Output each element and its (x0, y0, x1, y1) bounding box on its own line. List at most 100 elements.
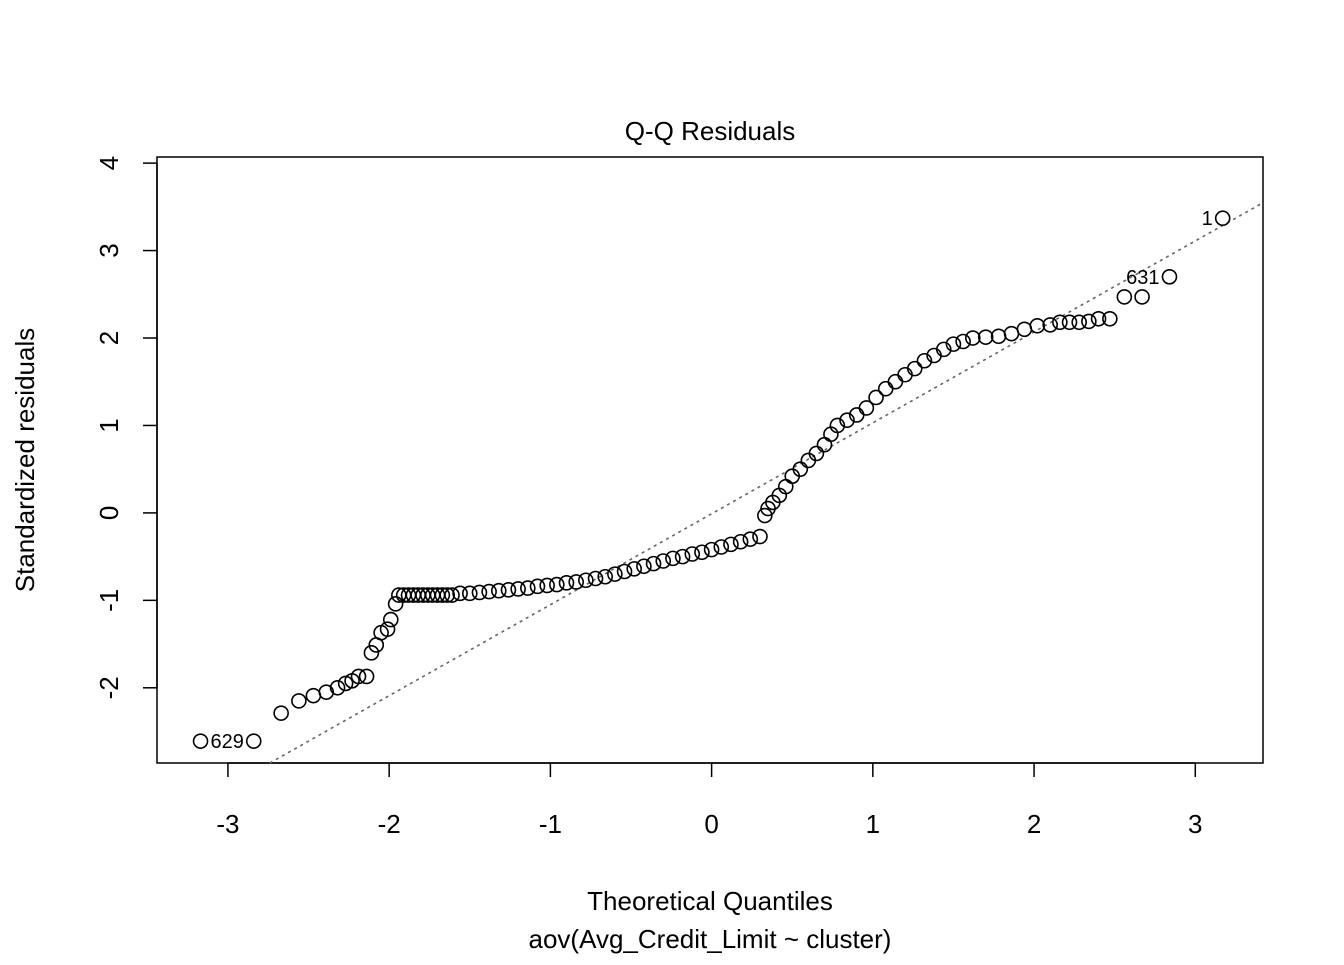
data-point (990, 328, 1007, 345)
data-point (723, 536, 739, 553)
data-point (752, 528, 768, 545)
data-point (887, 373, 904, 390)
data-point (549, 576, 565, 593)
data-point (363, 645, 380, 661)
y-tick-label: 0 (94, 506, 124, 520)
y-tick-label: 2 (94, 331, 124, 345)
data-point (461, 585, 478, 602)
data-point (713, 539, 730, 555)
y-axis: -2 -1 0 1 2 3 4 (94, 156, 158, 699)
data-point (645, 555, 662, 572)
data-point (1161, 269, 1178, 285)
data-point (1071, 314, 1088, 331)
data-point (674, 548, 691, 565)
data-point (1102, 310, 1118, 327)
point-label: 629 (211, 731, 244, 753)
data-point (500, 582, 517, 598)
data-point (481, 583, 497, 600)
x-tick-label: -1 (539, 809, 562, 839)
x-tick-label: 0 (704, 809, 718, 839)
data-point (616, 563, 633, 580)
data-point (305, 687, 322, 704)
data-point (379, 621, 396, 638)
data-point (510, 581, 526, 597)
point-label: 631 (1126, 267, 1159, 289)
x-tick-label: 1 (866, 809, 880, 839)
data-point (490, 582, 507, 599)
data-point (452, 585, 468, 602)
data-point (597, 568, 614, 585)
data-point (636, 558, 652, 575)
data-point (655, 553, 672, 569)
y-tick-label: -2 (94, 676, 124, 699)
data-point (329, 679, 346, 696)
data-point (382, 611, 399, 628)
data-point (387, 596, 404, 612)
data-point (434, 587, 451, 603)
data-point (916, 352, 933, 369)
data-point (1090, 310, 1107, 327)
data-point (1214, 210, 1231, 227)
data-point (439, 587, 456, 603)
data-point (529, 578, 546, 595)
data-point (964, 330, 981, 346)
data-point (192, 733, 209, 749)
y-tick-label: 1 (94, 418, 124, 432)
y-tick-label: 3 (94, 243, 124, 257)
data-point (665, 550, 681, 567)
data-point (471, 584, 488, 601)
y-tick-label: 4 (94, 156, 124, 170)
data-point (684, 546, 701, 562)
data-point (318, 684, 335, 700)
y-axis-label: Standardized residuals (10, 328, 40, 593)
data-point (273, 705, 289, 721)
data-point (291, 693, 307, 709)
data-point (732, 533, 749, 550)
data-point (1029, 317, 1046, 334)
data-point (568, 574, 584, 590)
points (192, 210, 1231, 749)
data-point (858, 400, 875, 416)
data-point (868, 389, 884, 406)
x-tick-label: -2 (378, 809, 401, 839)
x-axis-label: Theoretical Quantiles (587, 886, 833, 916)
y-tick-label: -1 (94, 589, 124, 612)
data-point (906, 360, 923, 377)
data-point (829, 417, 846, 434)
chart-title: Q-Q Residuals (625, 116, 796, 146)
data-point (1016, 321, 1033, 338)
x-tick-label: -3 (216, 809, 239, 839)
data-point (245, 733, 262, 749)
data-point (520, 580, 536, 596)
data-point (444, 587, 460, 603)
data-point (877, 380, 894, 397)
data-point (1081, 313, 1097, 330)
data-point (626, 561, 643, 577)
data-point (792, 461, 809, 477)
plot-frame (156, 156, 1264, 764)
data-point (1116, 289, 1133, 305)
data-point (945, 336, 962, 352)
data-point (587, 570, 604, 587)
data-point (757, 507, 773, 524)
chart-subtitle: aov(Avg_Credit_Limit ~ cluster) (529, 924, 892, 954)
data-point (607, 566, 623, 582)
x-tick-label: 2 (1027, 809, 1041, 839)
data-point (350, 668, 367, 685)
reference-line (269, 202, 1264, 764)
data-point (1061, 314, 1078, 331)
data-point (358, 668, 375, 685)
data-point (742, 531, 759, 547)
data-point (1003, 325, 1020, 342)
point-label: 1 (1202, 208, 1213, 230)
data-point (955, 333, 971, 350)
data-point (1042, 317, 1058, 333)
data-point (1134, 289, 1150, 305)
point-labels: 629 631 1 (211, 208, 1213, 753)
data-point (539, 577, 555, 594)
data-point (935, 341, 952, 358)
data-point (1052, 314, 1068, 331)
x-axis: -3 -2 -1 0 1 2 3 (216, 762, 1203, 839)
data-point (839, 412, 855, 429)
